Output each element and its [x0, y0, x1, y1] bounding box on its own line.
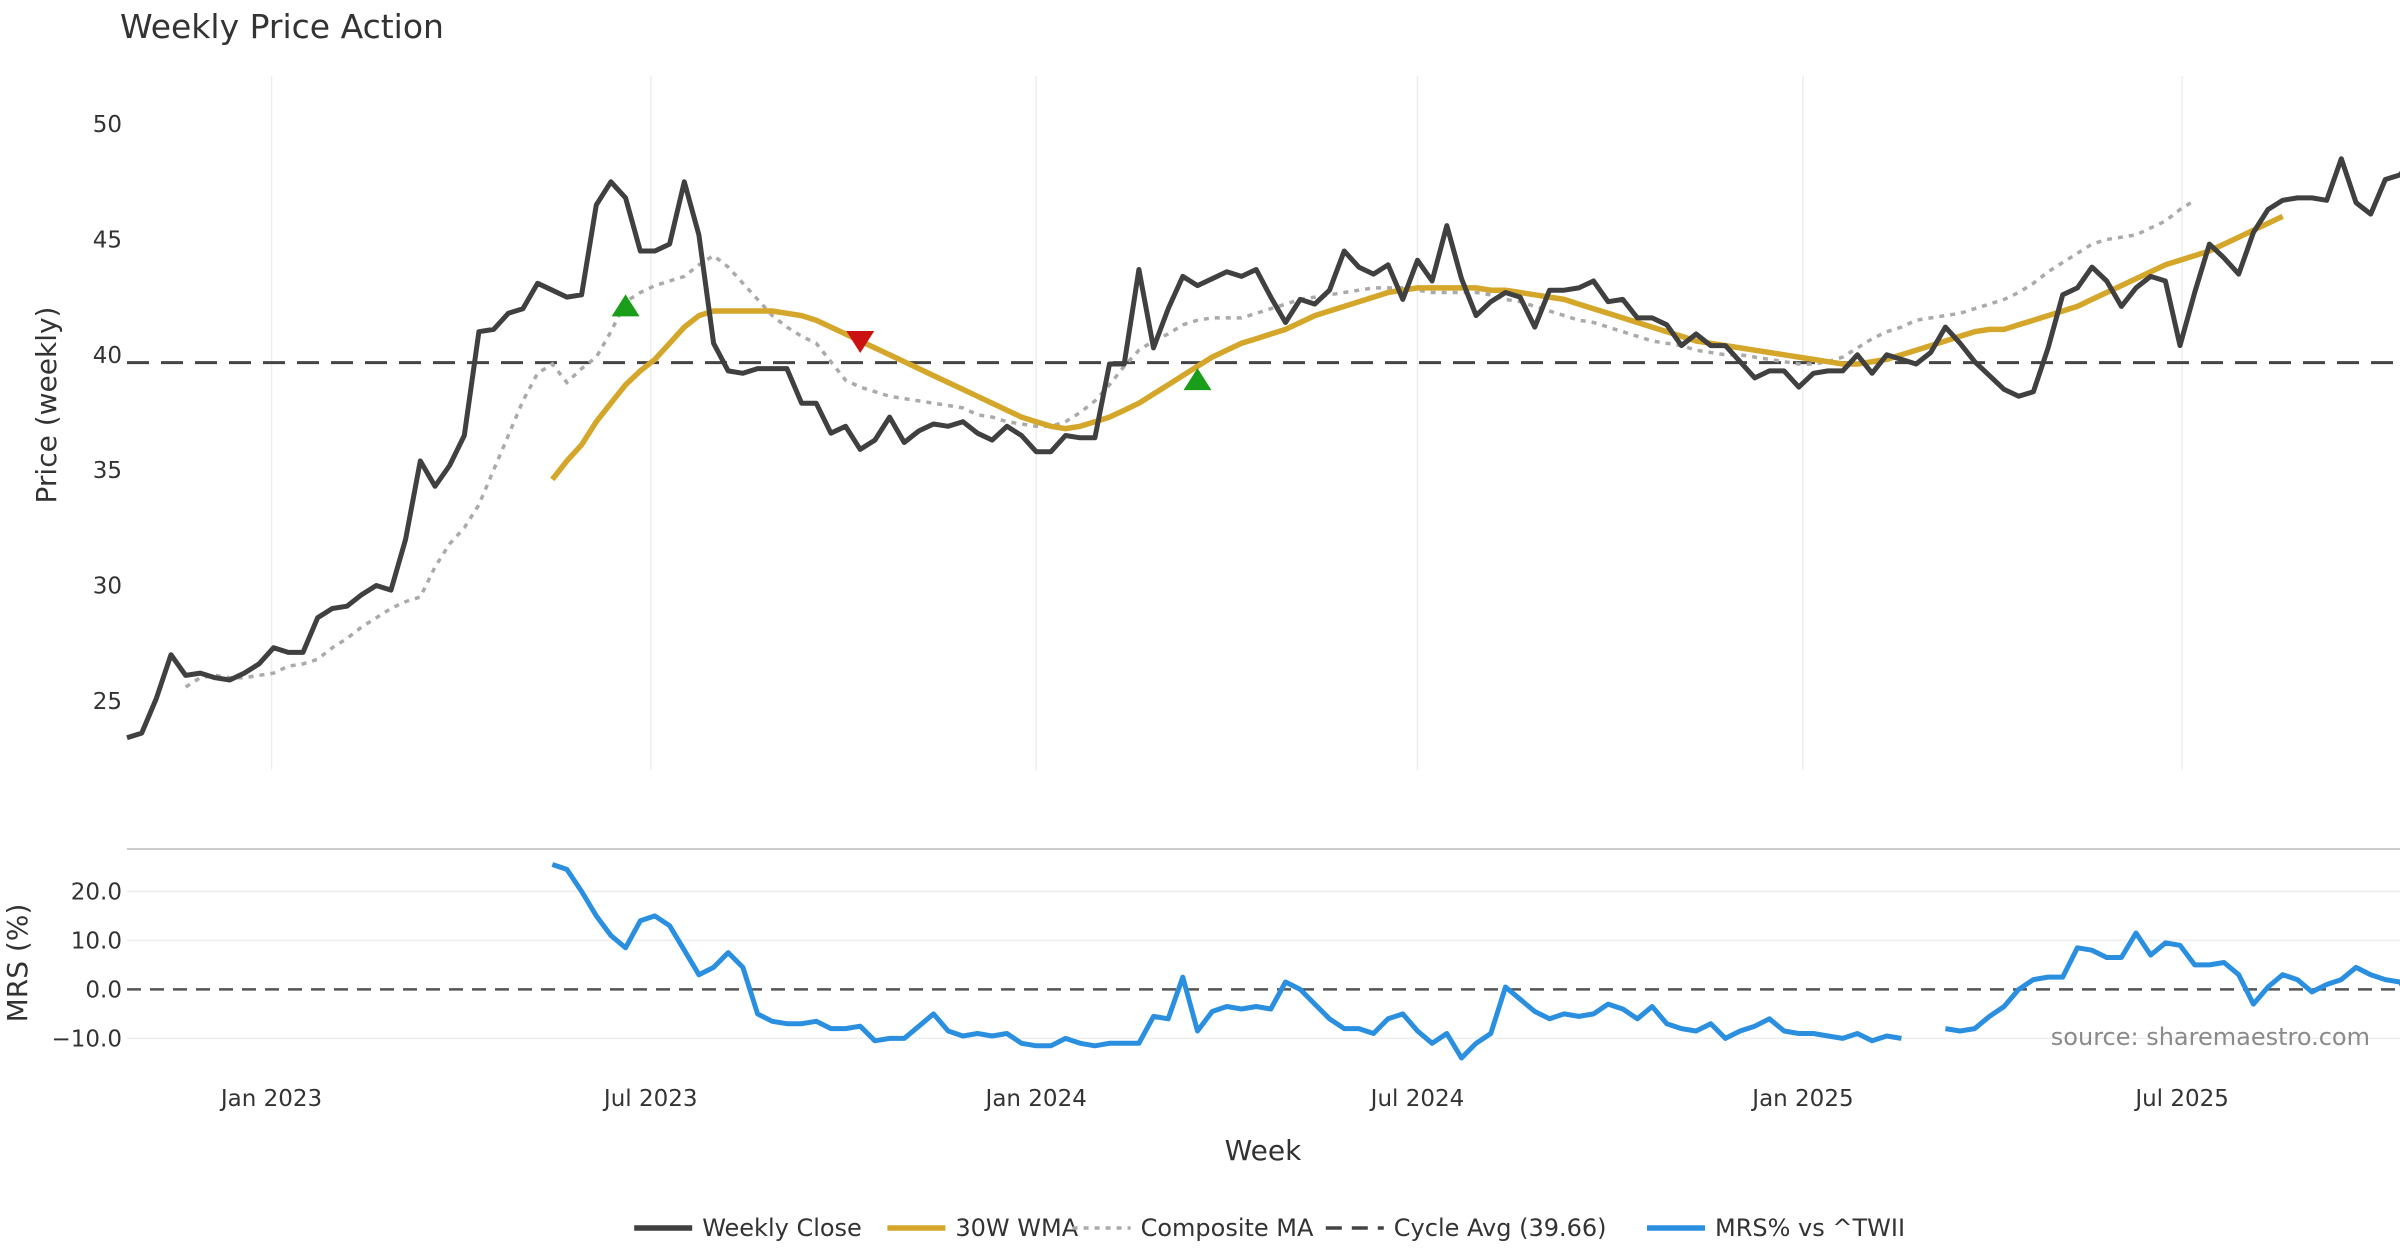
x-tick-label: Jul 2023 — [602, 1086, 698, 1112]
wma-30w-line — [550, 213, 2284, 482]
x-axis-label: Week — [1225, 1134, 1302, 1167]
price-y-tick-label: 50 — [93, 112, 122, 138]
mrs-y-axis-label: MRS (%) — [1, 904, 34, 1023]
x-tick-label: Jan 2024 — [984, 1086, 1087, 1112]
legend-label: Cycle Avg (39.66) — [1394, 1214, 1607, 1242]
legend-label: 30W WMA — [955, 1214, 1078, 1242]
sell-signal-marker — [846, 330, 875, 353]
signal-markers — [611, 294, 1212, 391]
x-tick-label: Jul 2025 — [2133, 1086, 2229, 1112]
price-panel: 25 30 35 40 45 50 Price (weekly) — [30, 76, 2400, 770]
mrs-y-tick-label: 20.0 — [71, 879, 122, 905]
buy-signal-marker — [611, 294, 640, 317]
mrs-line — [551, 862, 2400, 1061]
chart-title: Weekly Price Action — [120, 7, 444, 46]
mrs-y-tick-label: −10.0 — [52, 1026, 122, 1052]
x-tick-label: Jan 2023 — [219, 1086, 322, 1112]
mrs-y-tick-label: 0.0 — [85, 977, 122, 1003]
x-axis-ticks: Jan 2023 Jul 2023 Jan 2024 Jul 2024 Jan 2025… — [219, 1086, 2229, 1112]
mrs-panel: 20.0 10.0 0.0 −10.0 MRS (%) source: sharema… — [1, 862, 2400, 1061]
legend-label: Weekly Close — [702, 1214, 862, 1242]
price-y-tick-label: 45 — [93, 227, 122, 253]
source-watermark: source: sharemaestro.com — [2051, 1023, 2370, 1051]
composite-ma-line — [184, 198, 2196, 689]
price-x-gridlines — [270, 76, 2183, 770]
price-y-tick-label: 35 — [93, 458, 122, 484]
mrs-y-ticks: 20.0 10.0 0.0 −10.0 — [52, 879, 122, 1052]
legend-label: Composite MA — [1141, 1214, 1314, 1242]
x-tick-label: Jul 2024 — [1369, 1086, 1465, 1112]
buy-signal-marker — [1183, 368, 1212, 391]
legend-label: MRS% vs ^TWII — [1715, 1214, 1905, 1242]
x-tick-label: Jan 2025 — [1750, 1086, 1853, 1112]
price-y-tick-label: 40 — [93, 343, 122, 369]
mrs-y-tick-label: 10.0 — [71, 928, 122, 954]
mrs-y-gridlines — [127, 890, 2400, 1040]
weekly-close-line — [126, 156, 2400, 741]
legend: Weekly Close 30W WMA Composite MA Cycle Avg… — [634, 1214, 1905, 1242]
price-y-tick-label: 30 — [93, 573, 122, 599]
price-y-ticks: 25 30 35 40 45 50 — [93, 112, 122, 715]
price-y-axis-label: Price (weekly) — [30, 307, 63, 504]
price-y-tick-label: 25 — [93, 689, 122, 715]
